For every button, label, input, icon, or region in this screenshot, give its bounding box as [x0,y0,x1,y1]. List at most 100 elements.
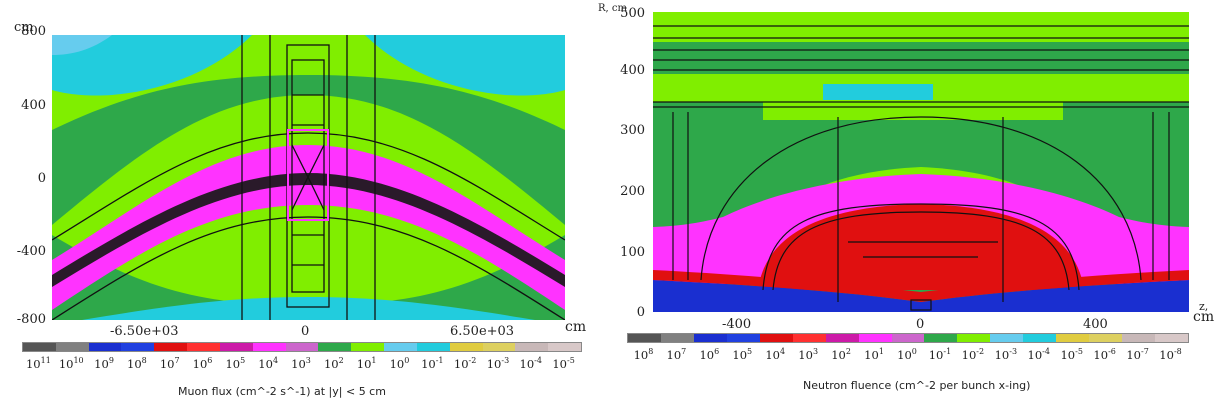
x-tick-minus400: -400 [722,317,752,332]
colorbar-label-base: 10 [1060,347,1076,362]
colorbar-label: 109 [94,356,114,371]
detector-outline [52,35,565,320]
colorbar-label-exponent: 9 [108,356,114,365]
colorbar-label: 10-4 [520,356,542,371]
blue-beamline-region [653,280,1189,312]
y-tick-top: 800 [21,24,46,39]
y-tick-0-r: 0 [636,305,645,320]
colorbar-label: 101 [357,356,377,371]
colorbar-label: 106 [193,356,213,371]
colorbar-label: 102 [831,347,851,362]
colorbar-label-exponent: -1 [943,347,952,356]
y-tick-500: 500 [620,6,645,21]
colorbar-swatch [187,343,220,351]
colorbar-label-exponent: -4 [534,356,542,365]
colorbar-label-exponent: 4 [780,347,786,356]
colorbar-label-exponent: 7 [681,347,687,356]
colorbar-swatch [285,343,319,351]
colorbar-label-exponent: 0 [404,356,410,365]
colorbar-label-base: 10 [421,356,436,371]
colorbar-label-base: 10 [225,356,241,371]
colorbar-label-exponent: 0 [911,347,917,356]
colorbar-label: 10-8 [1159,347,1181,362]
colorbar-label: 1011 [26,356,51,371]
magenta-band [52,145,565,310]
red-beamline-band [653,270,1189,302]
colorbar-label: 10-2 [962,347,984,362]
colorbar-label: 10-7 [1126,347,1148,362]
colorbar-label: 10-5 [552,356,574,371]
y-tick-400-r: 400 [620,63,645,78]
y-unit-label-right: R, cm [598,3,627,14]
colorbar-label: 107 [667,347,687,362]
colorbar-swatch [858,334,892,342]
colorbar-label: 100 [897,347,917,362]
colorbar-label-base: 10 [897,347,912,362]
colorbar-swatch [88,343,122,351]
colorbar-swatch [990,334,1024,342]
colorbar-swatch [891,334,925,342]
colorbar-label-exponent: 11 [40,356,51,365]
x-tick-right: 6.50e+03 [450,324,515,339]
x-tick-0-r: 0 [916,317,925,332]
colorbar-label-base: 10 [356,356,372,371]
colorbar-label-base: 10 [994,347,1010,362]
colorbar-label-base: 10 [765,347,781,362]
x-tick-center: 0 [301,324,310,339]
neutron-fluence-panel: R, cm 500 400 300 200 100 0 [598,0,1221,403]
colorbar-label-base: 10 [58,356,74,371]
colorbar-label-exponent: -3 [501,356,510,365]
colorbar-label-base: 10 [323,356,339,371]
colorbar-swatch [726,334,760,342]
colorbar-label-base: 10 [453,356,469,371]
colorbar-label-exponent: 6 [207,356,213,365]
colorbar-label-base: 10 [864,347,879,362]
colorbar-label-base: 10 [928,347,944,362]
muon-flux-heatmap [52,35,565,320]
colorbar-label-base: 10 [192,356,208,371]
colorbar-swatch [693,334,727,342]
neutron-caption: Neutron fluence (cm^-2 per bunch x-ing) [803,379,1031,392]
colorbar-label: 108 [127,356,147,371]
colorbar-label-exponent: 6 [714,347,720,356]
colorbar-swatch [628,334,661,342]
colorbar-label: 10-5 [1060,347,1082,362]
colorbar-label: 103 [291,356,311,371]
colorbar-label-base: 10 [552,356,567,371]
colorbar-label-base: 10 [1027,347,1043,362]
colorbar-label-base: 10 [127,356,142,371]
colorbar-label: 10-2 [454,356,476,371]
colorbar-swatch [219,343,253,351]
colorbar-label-exponent: -6 [1108,347,1116,356]
colorbar-label: 10-1 [929,347,951,362]
colorbar-swatch [515,343,549,351]
colorbar-label: 100 [390,356,410,371]
colorbar-label-exponent: 2 [338,356,344,365]
cyan-region-top-left [52,35,252,96]
colorbar-swatch [384,343,417,351]
colorbar-label-base: 10 [389,356,405,371]
colorbar-label: 103 [798,347,818,362]
colorbar-label-base: 10 [291,356,306,371]
cyan-region-bottom [82,297,535,320]
colorbar-swatch [1056,334,1090,342]
y-unit-label: cm [14,20,34,35]
lightgreen-band-mid [763,100,1063,120]
colorbar-swatch [759,334,793,342]
colorbar-swatch [660,334,694,342]
green-region-top [52,75,565,225]
colorbar-swatch [1023,334,1057,342]
colorbar-swatch [825,334,859,342]
colorbar-label-exponent: -7 [1141,347,1149,356]
colorbar-swatch [924,334,958,342]
colorbar-label-exponent: -5 [1075,347,1083,356]
colorbar-swatch [351,343,385,351]
colorbar-label-exponent: 3 [812,347,819,356]
colorbar-swatch [121,343,155,351]
y-tick-minus400: -400 [16,244,46,259]
colorbar-swatch [1155,334,1188,342]
light-cyan-corner-left [52,35,112,55]
x-unit-label: cm [565,319,587,335]
colorbar-label-exponent: -8 [1173,347,1182,356]
colorbar-label-base: 10 [732,347,748,362]
